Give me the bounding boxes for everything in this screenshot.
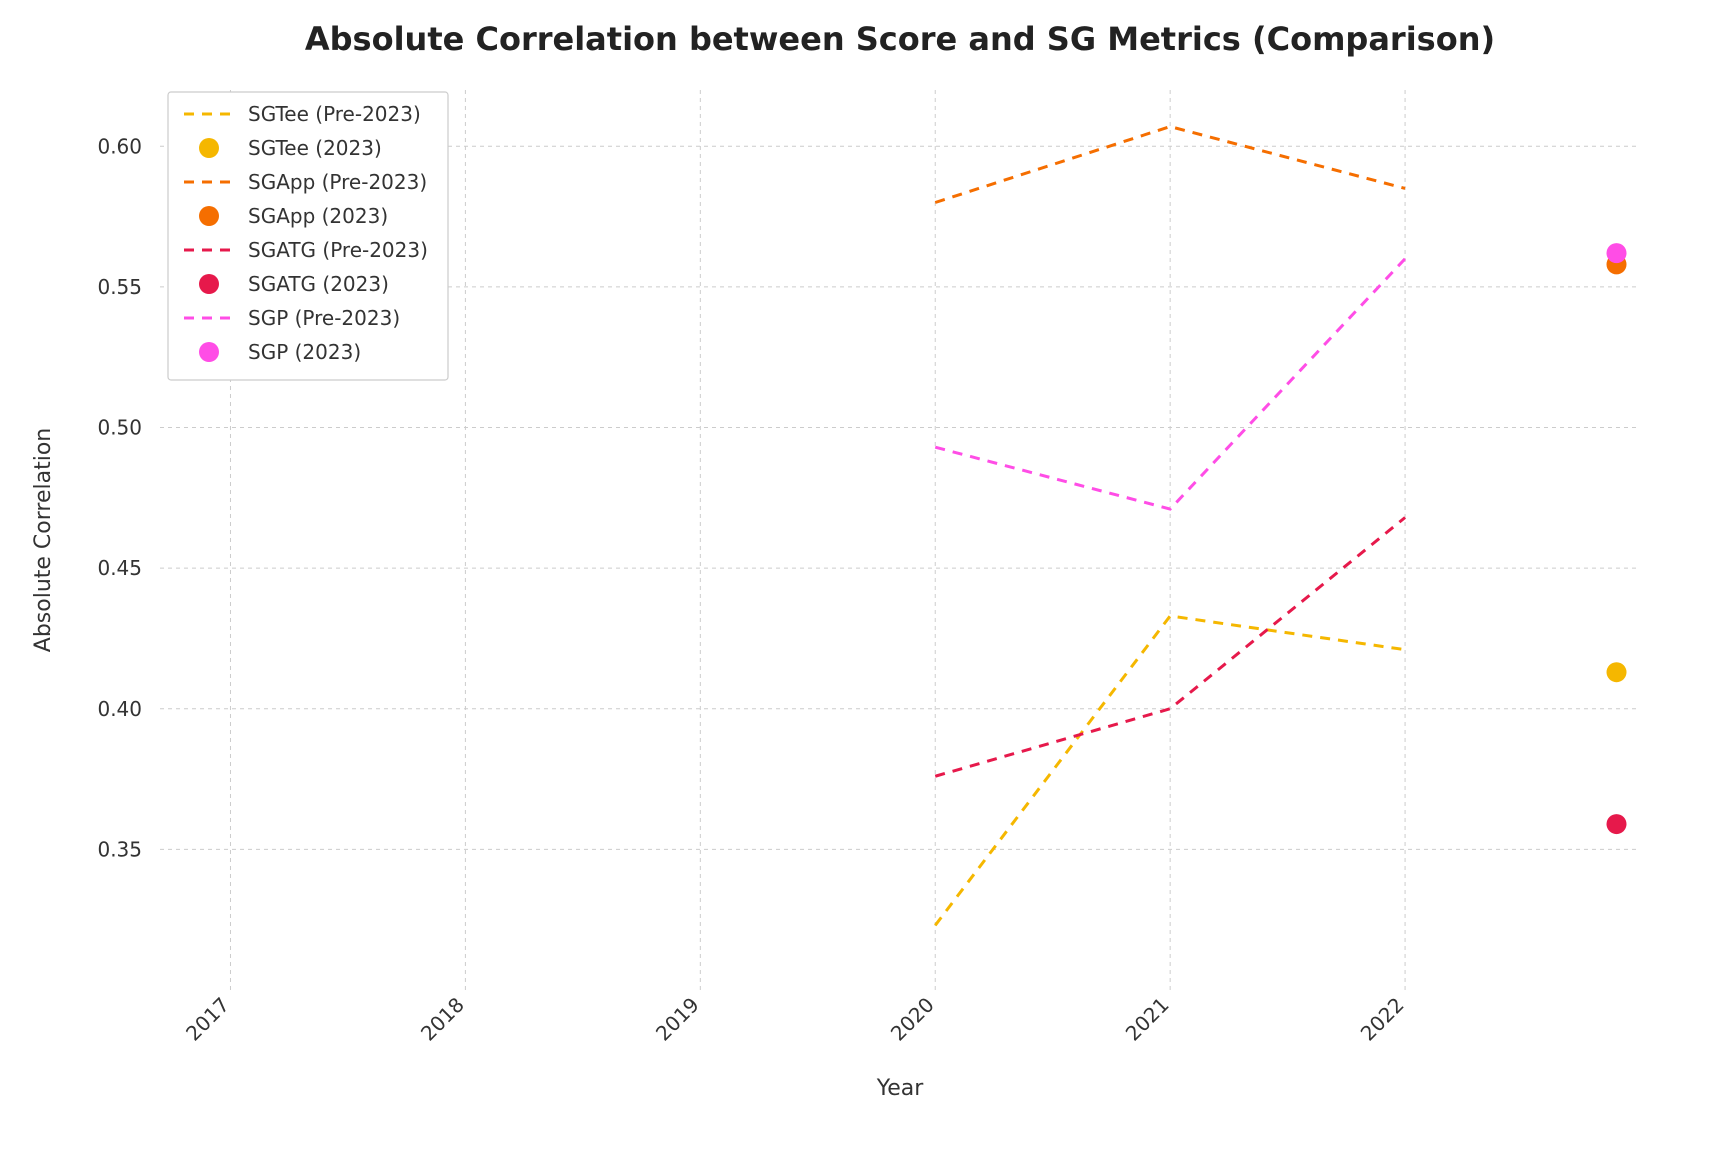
chart-title: Absolute Correlation between Score and S… (305, 20, 1495, 58)
x-axis-label: Year (876, 1076, 925, 1101)
legend-swatch-marker (199, 342, 219, 362)
legend-swatch-marker (199, 138, 219, 158)
y-tick-label: 0.40 (97, 697, 142, 721)
series-marker (1607, 243, 1627, 263)
y-axis-label: Absolute Correlation (31, 428, 56, 652)
legend-swatch-marker (199, 206, 219, 226)
y-tick-label: 0.45 (97, 556, 142, 580)
series-marker (1607, 662, 1627, 682)
chart-container: 0.350.400.450.500.550.602017201820192020… (0, 0, 1718, 1152)
legend-label: SGATG (Pre-2023) (248, 238, 428, 262)
legend-label: SGP (Pre-2023) (248, 306, 400, 330)
y-tick-label: 0.35 (97, 837, 142, 861)
legend-label: SGP (2023) (248, 340, 361, 364)
y-tick-label: 0.50 (97, 416, 142, 440)
legend-label: SGApp (Pre-2023) (248, 170, 427, 194)
y-tick-label: 0.60 (97, 134, 142, 158)
series-marker (1607, 814, 1627, 834)
legend-label: SGTee (Pre-2023) (248, 102, 421, 126)
chart-svg: 0.350.400.450.500.550.602017201820192020… (0, 0, 1718, 1152)
legend-label: SGApp (2023) (248, 204, 388, 228)
legend-label: SGATG (2023) (248, 272, 389, 296)
legend-label: SGTee (2023) (248, 136, 382, 160)
legend-swatch-marker (199, 274, 219, 294)
y-tick-label: 0.55 (97, 275, 142, 299)
